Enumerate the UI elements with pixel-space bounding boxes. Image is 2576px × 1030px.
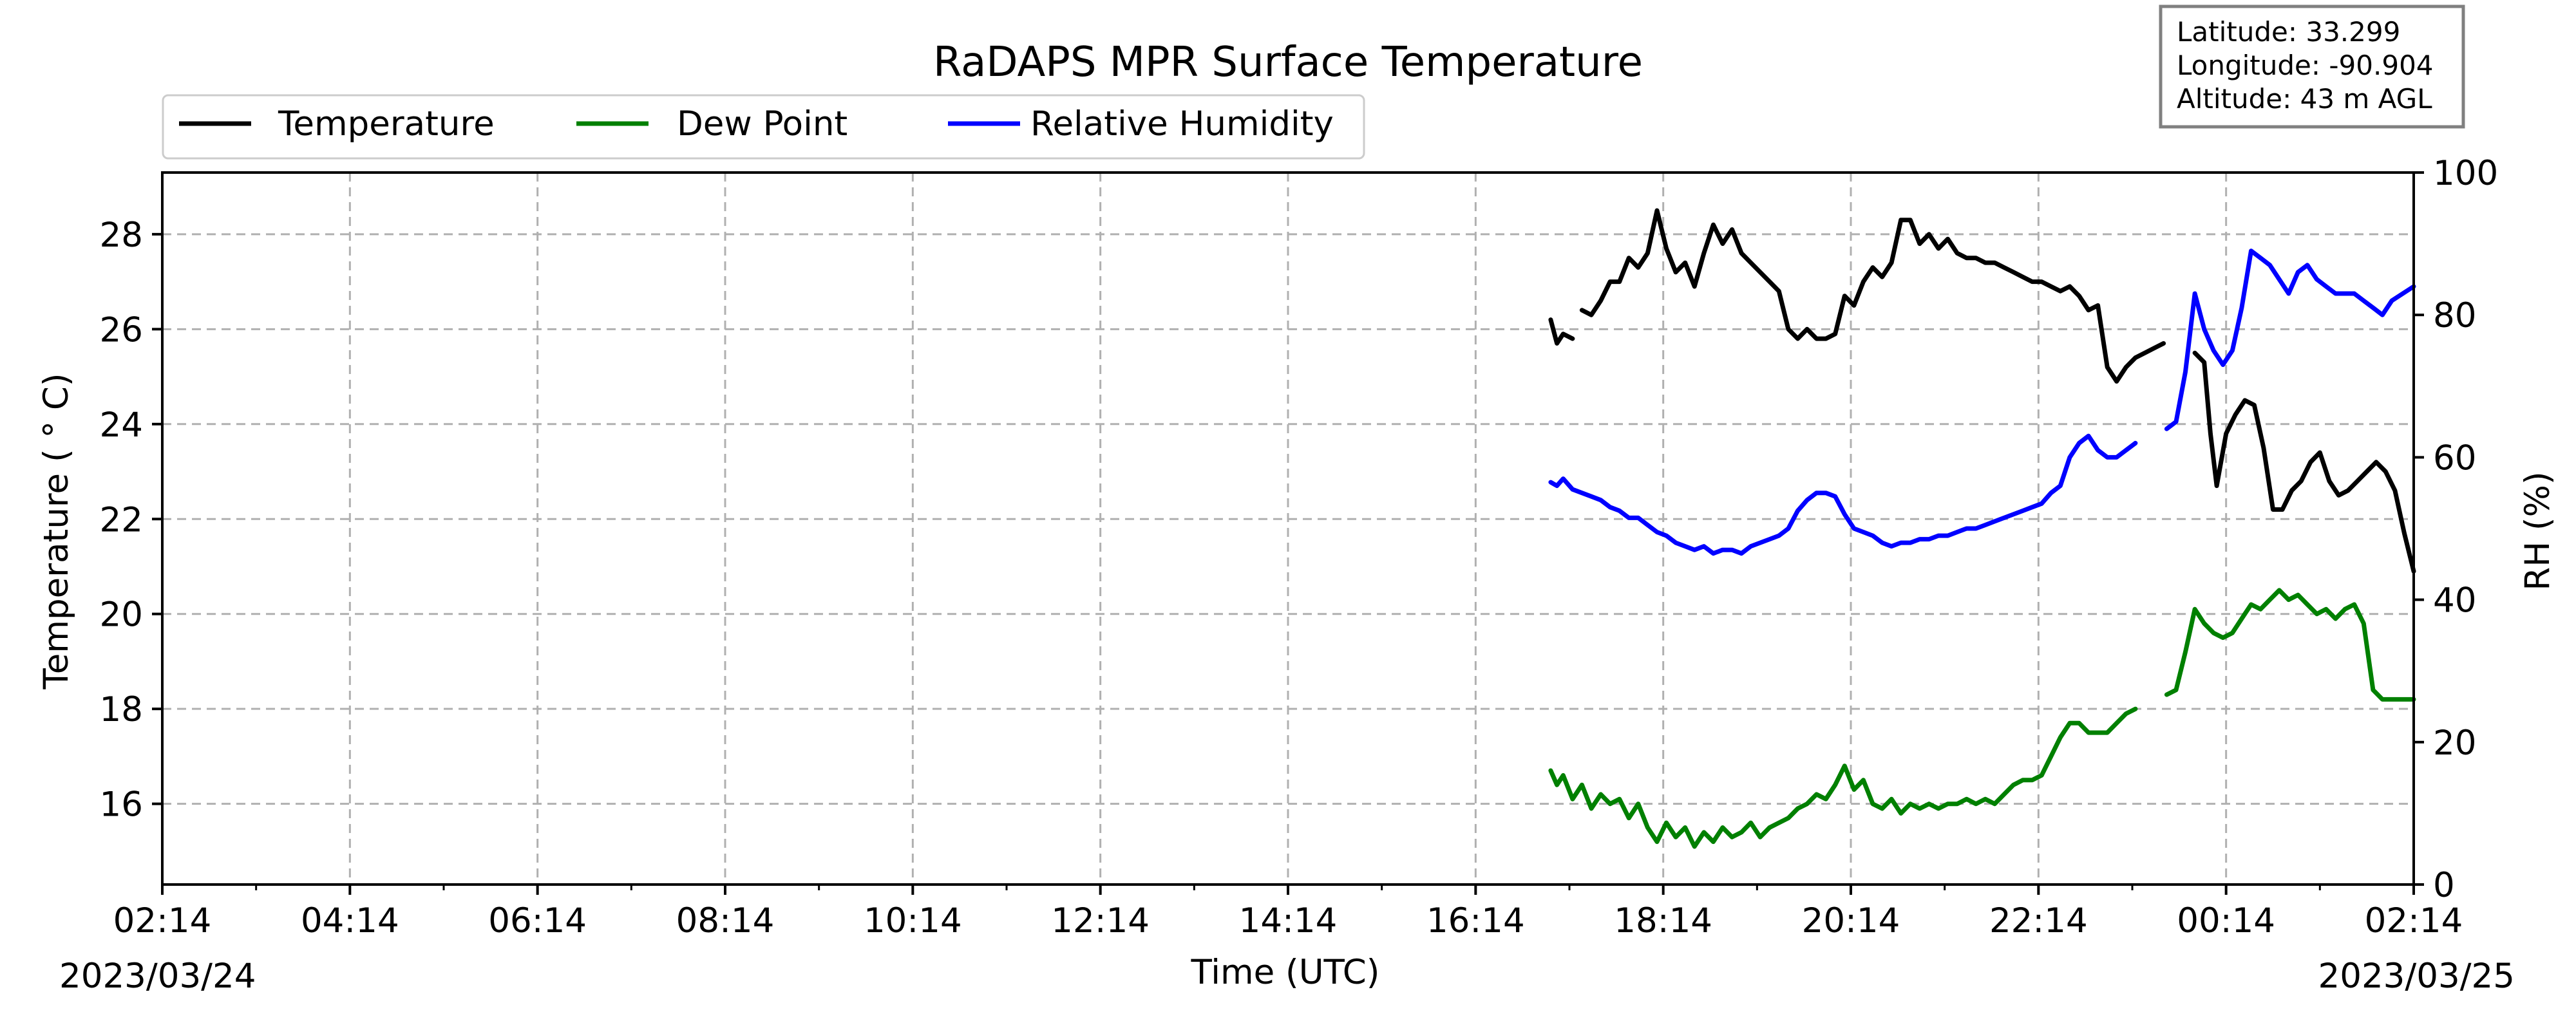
x-tick-label: 02:14 (2365, 901, 2463, 941)
x-tick-label: 18:14 (1614, 901, 1712, 941)
grid (162, 173, 2414, 885)
y-right-tick-label: 80 (2433, 296, 2476, 335)
x-axis-label: Time (UTC) (1191, 953, 1380, 992)
x-tick-label: 08:14 (676, 901, 775, 941)
x-tick-label: 14:14 (1239, 901, 1338, 941)
y-right-tick-label: 100 (2433, 154, 2498, 193)
legend-label-relative-humidity: Relative Humidity (1030, 104, 1334, 144)
info-altitude: Altitude: 43 m AGL (2177, 83, 2432, 115)
y-axis-right-label: RH (%) (2518, 471, 2557, 590)
start-date-label: 2023/03/24 (59, 957, 256, 996)
y-left-tick-label: 18 (100, 690, 143, 729)
location-info-box: Latitude: 33.299 Longitude: -90.904 Alti… (2159, 5, 2465, 129)
legend-label-dew-point: Dew Point (677, 104, 848, 144)
x-tick-label: 04:14 (301, 901, 399, 941)
x-tick-label: 20:14 (1802, 901, 1900, 941)
legend-label-temperature: Temperature (278, 104, 495, 144)
x-tick-label: 02:14 (113, 901, 212, 941)
x-tick-label: 12:14 (1051, 901, 1150, 941)
series-line-temperature (1548, 208, 2416, 574)
x-tick-label: 06:14 (488, 901, 587, 941)
end-date-label: 2023/03/25 (2318, 957, 2515, 996)
series-layer (1548, 208, 2416, 849)
y-left-tick-label: 20 (100, 595, 143, 635)
y-left-tick-label: 24 (100, 406, 143, 445)
info-latitude: Latitude: 33.299 (2177, 16, 2400, 48)
chart-title: RaDAPS MPR Surface Temperature (933, 39, 1643, 86)
y-right-tick-label: 40 (2433, 581, 2476, 621)
y-axis-left-label: Temperature ( ° C) (37, 373, 76, 689)
plot-frame (161, 171, 2415, 886)
legend-frame (162, 94, 1365, 160)
y-right-tick-label: 60 (2433, 438, 2476, 478)
x-tick-label: 00:14 (2177, 901, 2275, 941)
y-right-tick-label: 0 (2433, 866, 2455, 905)
y-left-tick-label: 28 (100, 216, 143, 255)
legend: Temperature Dew Point Relative Humidity (162, 94, 1365, 160)
axes: 02:14 04:14 06:14 08:14 10:14 12:14 14:14 16:14… (100, 154, 2499, 941)
series-line-dew-point (1548, 588, 2416, 849)
y-left-tick-label: 22 (100, 500, 143, 539)
y-left-tick-label: 26 (100, 310, 143, 350)
y-right-tick-label: 20 (2433, 724, 2476, 763)
info-box-frame (2159, 5, 2465, 129)
x-tick-label: 22:14 (1989, 901, 2088, 941)
info-longitude: Longitude: -90.904 (2177, 50, 2434, 81)
x-tick-label: 16:14 (1426, 901, 1525, 941)
y-left-tick-label: 16 (100, 785, 143, 825)
series-line-relative-humidity (1548, 248, 2416, 556)
x-tick-label: 10:14 (864, 901, 962, 941)
